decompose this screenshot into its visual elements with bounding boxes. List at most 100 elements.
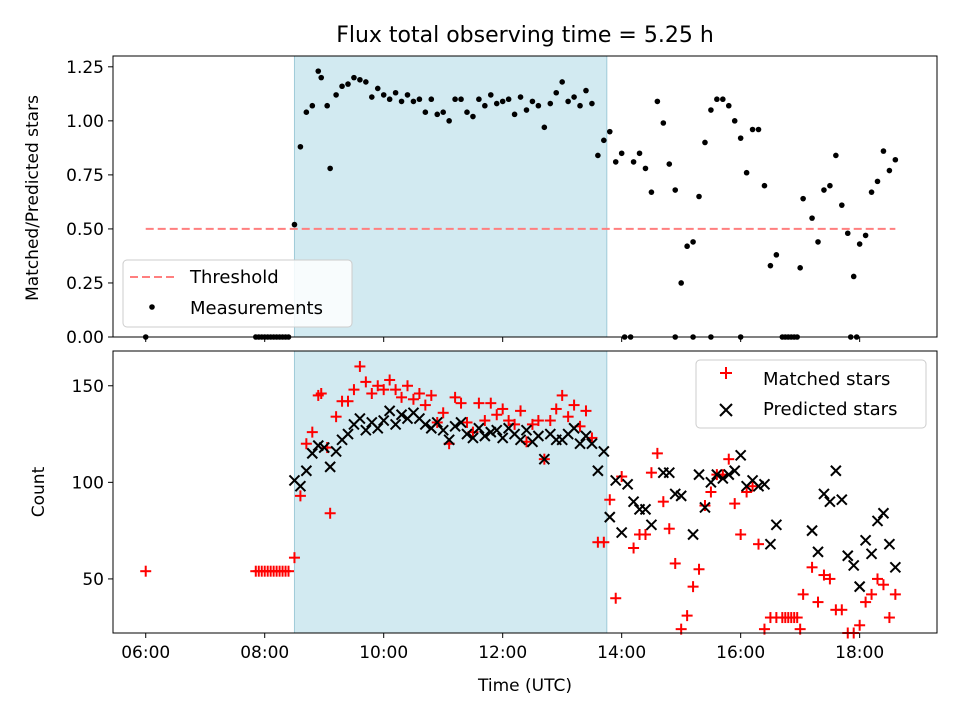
measurement-point: [725, 102, 732, 109]
legend-predicted-label: Predicted stars: [763, 399, 897, 420]
y-tick-label: 1.00: [66, 112, 104, 132]
legend-matched-label: Matched stars: [763, 369, 890, 390]
measurement-point: [809, 215, 815, 221]
measurement-point: [630, 159, 637, 165]
matched-star-point: [604, 494, 616, 506]
measurement-point: [363, 79, 369, 85]
predicted-star-point: [883, 538, 896, 550]
predicted-star-point: [842, 550, 854, 562]
predicted-star-point: [627, 495, 640, 508]
measurement-point: [642, 165, 649, 172]
measurement-point: [559, 79, 565, 85]
predicted-star-point: [461, 428, 473, 440]
matched-star-point: [461, 416, 473, 428]
matched-star-point: [497, 403, 509, 415]
measurement-point: [565, 98, 571, 105]
measurement-point: [434, 111, 441, 118]
measurement-point: [523, 107, 530, 113]
measurement-point: [839, 202, 845, 208]
measurement-point: [761, 182, 768, 189]
measurement-point: [636, 150, 643, 157]
measurement-point: [517, 94, 524, 100]
predicted-star-point: [330, 445, 342, 458]
measurement-point: [666, 161, 673, 167]
matched-star-point: [509, 418, 521, 430]
bottom-shaded-region: [293, 350, 608, 634]
measurement-point: [714, 96, 720, 103]
matched-star-point: [753, 538, 765, 550]
measurement-point: [464, 109, 470, 115]
predicted-star-point: [574, 438, 586, 450]
measurement-point: [702, 139, 708, 146]
measurement-point: [767, 262, 774, 269]
bottom-y-axis: 50 100 150: [72, 377, 113, 590]
predicted-star-point: [889, 561, 902, 574]
bottom-panel: 50 100 150 06:00 08:00 10:00 12:00 14:00 16:00 1…: [29, 350, 938, 696]
predicted-star-point: [300, 465, 313, 477]
measurement-point: [422, 109, 429, 115]
measurement-point: [696, 193, 702, 200]
matched-star-point: [425, 389, 437, 401]
measurement-point: [648, 189, 655, 195]
matched-star-point: [872, 573, 884, 585]
predicted-star-point: [836, 494, 848, 506]
matched-star-point: [479, 415, 491, 427]
measurement-point: [345, 81, 351, 87]
matched-star-point: [503, 415, 515, 427]
x-tick-label: 10:00: [359, 643, 408, 663]
x-tick-label: 12:00: [478, 643, 527, 663]
y-tick-label: 0.50: [66, 220, 104, 240]
predicted-star-point: [818, 488, 830, 500]
matched-star-point: [797, 588, 809, 600]
measurement-point: [398, 98, 405, 105]
bottom-ylabel: Count: [29, 466, 49, 517]
matched-star-point: [485, 397, 497, 409]
y-tick-label: 0.25: [66, 274, 104, 294]
measurement-point: [601, 137, 607, 144]
measurement-point: [606, 128, 613, 135]
measurement-point: [672, 187, 679, 193]
matched-star-point: [372, 380, 384, 392]
measurement-point: [618, 150, 625, 157]
measurement-point: [357, 76, 363, 83]
measurement-point: [499, 98, 506, 105]
predicted-star-point: [865, 548, 878, 560]
matched-star-point: [342, 395, 354, 407]
predicted-star-point: [604, 511, 616, 523]
matched-star-point: [515, 405, 527, 417]
measurement-point: [868, 189, 875, 195]
measurement-point: [452, 96, 458, 103]
predicted-stars-points: [288, 405, 902, 593]
measurement-point: [654, 98, 661, 105]
matched-star-point: [729, 498, 741, 510]
predicted-star-point: [306, 447, 319, 460]
measurement-point: [333, 92, 339, 98]
matched-star-point: [378, 384, 390, 396]
matched-star-point: [366, 387, 378, 399]
matched-star-point: [791, 612, 803, 624]
matched-star-point: [407, 393, 419, 405]
predicted-star-point: [372, 422, 384, 434]
measurement-point: [487, 92, 494, 98]
measurement-point: [303, 109, 310, 115]
matched-star-point: [723, 453, 735, 465]
measurement-point: [535, 102, 542, 109]
measurement-point: [291, 221, 298, 228]
predicted-star-point: [639, 503, 652, 516]
predicted-star-point: [806, 524, 818, 537]
measurement-point: [827, 182, 833, 189]
measurement-point: [749, 126, 756, 133]
x-tick-label: 08:00: [240, 643, 289, 663]
predicted-star-point: [294, 480, 307, 492]
measurement-point: [404, 92, 411, 98]
matched-star-point: [419, 399, 431, 411]
matched-star-point: [300, 438, 312, 450]
measurement-point: [571, 94, 577, 100]
predicted-star-point: [479, 430, 491, 442]
matched-star-point: [699, 500, 711, 512]
predicted-star-point: [586, 438, 598, 450]
measurement-point: [309, 102, 316, 109]
measurement-point: [577, 102, 583, 109]
measurement-point: [583, 87, 589, 94]
